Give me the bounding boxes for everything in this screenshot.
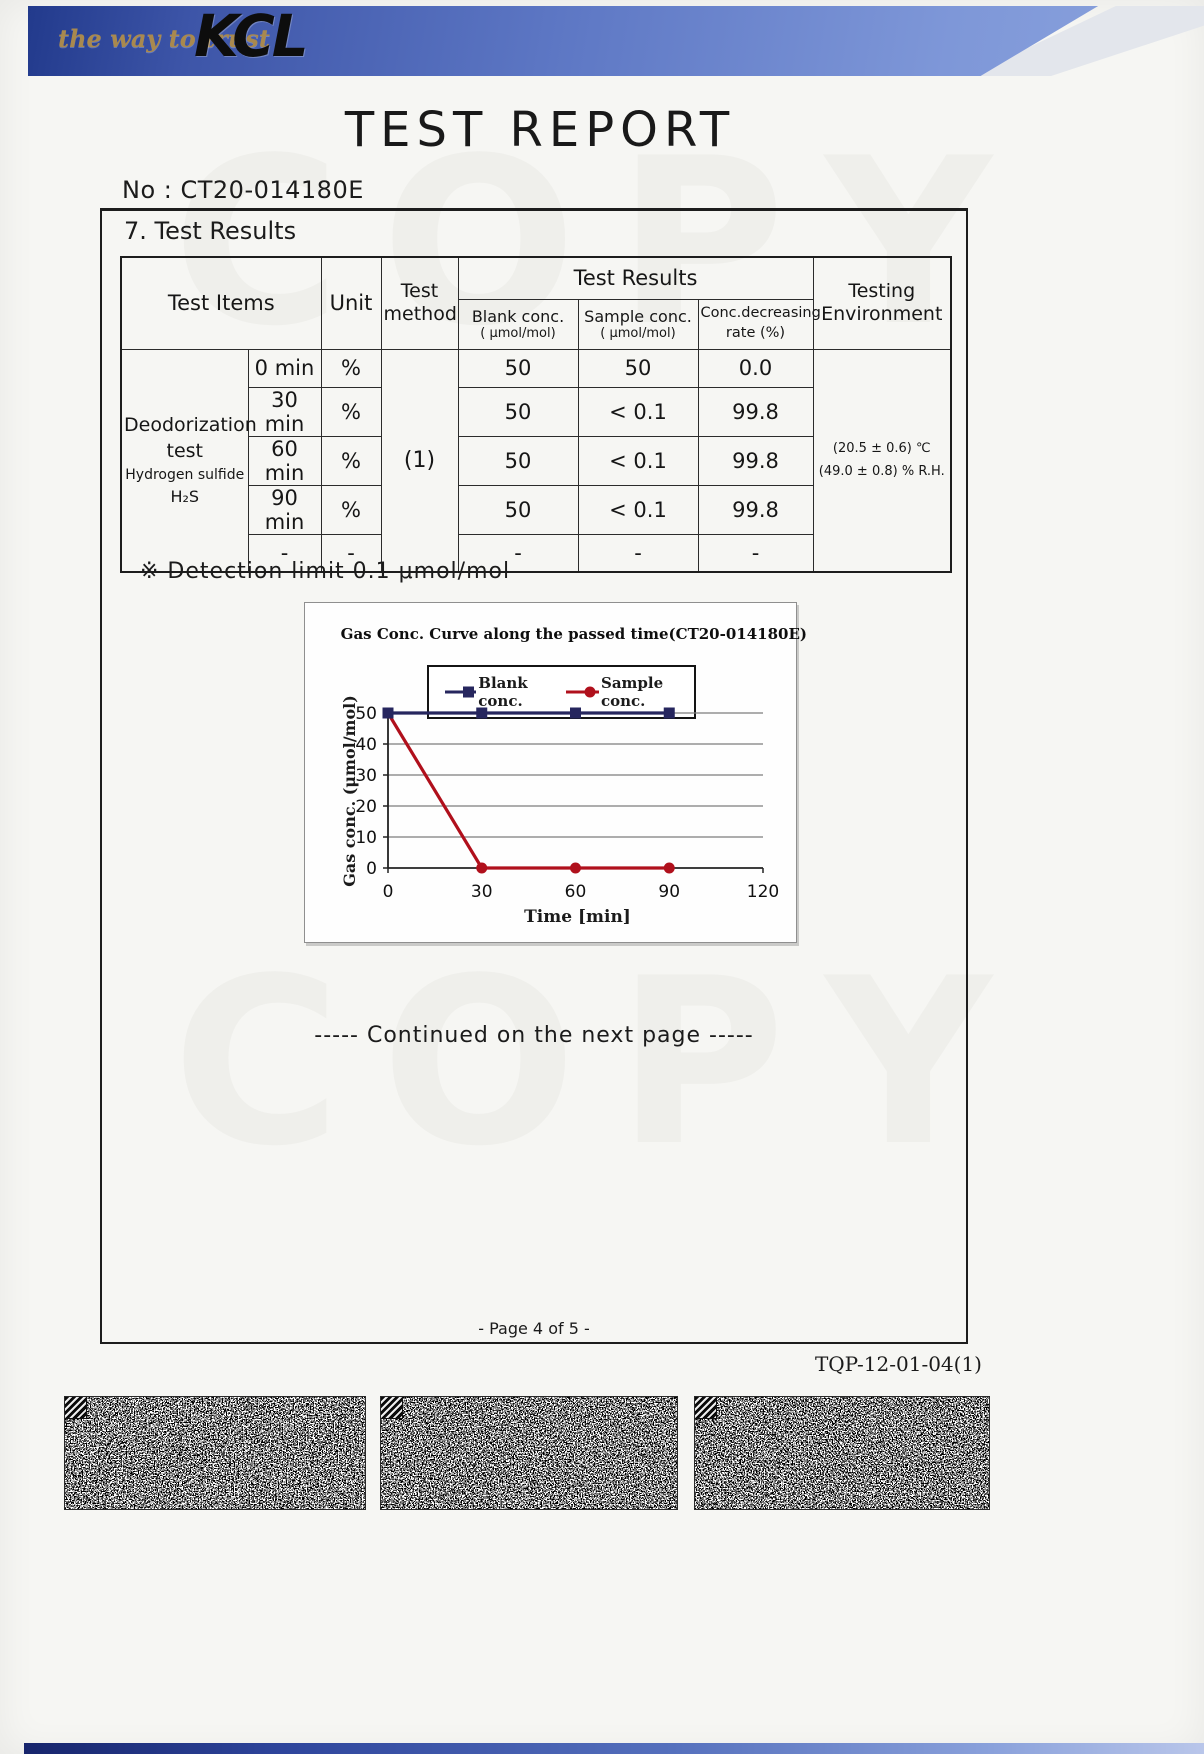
unit-cell: - bbox=[320, 533, 382, 573]
noise-texture bbox=[65, 1397, 365, 1509]
kcl-logo: KCL bbox=[194, 2, 309, 70]
rate-cell: 99.8 bbox=[697, 435, 814, 486]
rate-cell: 0.0 bbox=[697, 348, 814, 388]
table-row: 60 min % 50 < 0.1 99.8 bbox=[121, 435, 951, 486]
blank-conc-cell: 50 bbox=[457, 435, 579, 486]
svg-text:120: 120 bbox=[747, 882, 779, 902]
blank-series-marker-icon bbox=[444, 686, 477, 698]
sample-series-marker-icon bbox=[565, 686, 600, 698]
redacted-stamp-block bbox=[694, 1396, 990, 1510]
rate-cell: - bbox=[697, 533, 814, 573]
legend-item-blank: Blank conc. bbox=[444, 674, 544, 710]
stamp-corner-mark-icon bbox=[381, 1397, 403, 1419]
chart-plot-svg: 0 10 20 30 40 50 0 30 60 90 120 bbox=[355, 704, 779, 902]
svg-text:30: 30 bbox=[355, 766, 377, 786]
unit-cell: % bbox=[320, 435, 382, 486]
col-header-test-results: Test Results bbox=[457, 256, 814, 300]
chart-title: Gas Conc. Curve along the passed time(CT… bbox=[340, 625, 807, 643]
table-row: - - - - - bbox=[121, 533, 951, 573]
unit-cell: % bbox=[320, 484, 382, 535]
results-section-frame: 7. Test Results Test Items Unit Test met… bbox=[100, 208, 968, 1344]
svg-text:40: 40 bbox=[355, 735, 377, 755]
chart-legend: Blank conc. Sample conc. bbox=[426, 665, 697, 719]
brand-tagline: the way to trust bbox=[58, 24, 270, 53]
time-cell: - bbox=[247, 533, 322, 573]
col-header-conc-decreasing-rate: Conc.decreasing rate (%) bbox=[697, 298, 821, 350]
table-row: 30 min % 50 < 0.1 99.8 bbox=[121, 386, 951, 437]
gas-concentration-chart: Gas Conc. Curve along the passed time(CT… bbox=[304, 602, 807, 943]
svg-text:90: 90 bbox=[658, 882, 680, 902]
blank-conc-cell: - bbox=[457, 533, 579, 573]
section-heading: 7. Test Results bbox=[124, 217, 297, 245]
time-cell: 90 min bbox=[247, 484, 322, 535]
sample-conc-cell: < 0.1 bbox=[577, 484, 699, 535]
svg-text:50: 50 bbox=[355, 704, 377, 724]
footer-blue-bar bbox=[24, 1743, 1204, 1754]
col-header-sample-conc: Sample conc. ( μmol/mol) bbox=[577, 298, 699, 350]
time-cell: 0 min bbox=[247, 348, 322, 388]
redacted-stamp-block bbox=[64, 1396, 366, 1510]
blank-conc-cell: 50 bbox=[457, 348, 579, 388]
rate-cell: 99.8 bbox=[697, 484, 814, 535]
banner-blue-band bbox=[28, 6, 1099, 76]
sample-conc-cell: 50 bbox=[577, 348, 699, 388]
svg-text:10: 10 bbox=[355, 828, 377, 848]
table-row: Deodorization test Hydrogen sulfide H₂S … bbox=[120, 348, 952, 573]
chart-x-axis-label: Time [min] bbox=[524, 907, 631, 927]
page-indicator: - Page 4 of 5 - bbox=[478, 1319, 590, 1338]
redacted-stamp-block bbox=[380, 1396, 678, 1510]
sample-conc-cell: < 0.1 bbox=[577, 435, 699, 486]
legend-item-sample: Sample conc. bbox=[565, 674, 678, 710]
col-header-unit: Unit bbox=[320, 256, 382, 350]
test-method-cell: (1) bbox=[380, 348, 459, 573]
document-code: TQP-12-01-04(1) bbox=[814, 1352, 982, 1376]
blank-conc-cell: 50 bbox=[457, 484, 579, 535]
svg-text:0: 0 bbox=[383, 882, 394, 902]
noise-texture bbox=[695, 1397, 989, 1509]
testing-environment-cell: (20.5 ± 0.6) ℃ (49.0 ± 0.8) % R.H. bbox=[812, 348, 952, 573]
rate-cell: 99.8 bbox=[697, 386, 814, 437]
sample-conc-cell: - bbox=[577, 533, 699, 573]
sample-conc-cell: < 0.1 bbox=[577, 386, 699, 437]
page-title: TEST REPORT bbox=[344, 102, 736, 158]
svg-text:0: 0 bbox=[366, 859, 377, 879]
col-header-test-items: Test Items bbox=[120, 256, 322, 350]
blank-conc-cell: 50 bbox=[457, 386, 579, 437]
svg-text:60: 60 bbox=[565, 882, 587, 902]
test-item-cell: Deodorization test Hydrogen sulfide H₂S bbox=[120, 348, 257, 573]
chart-plot-area: 0 10 20 30 40 50 0 30 60 90 120 bbox=[323, 699, 793, 908]
noise-texture bbox=[381, 1397, 677, 1509]
time-cell: 60 min bbox=[247, 435, 322, 486]
header-banner: the way to trust KCL bbox=[28, 2, 1204, 76]
col-header-test-method: Test method bbox=[380, 256, 459, 350]
stamp-corner-mark-icon bbox=[65, 1397, 87, 1419]
stamp-corner-mark-icon bbox=[695, 1397, 717, 1419]
table-row: 90 min % 50 < 0.1 99.8 bbox=[121, 484, 951, 535]
unit-cell: % bbox=[320, 386, 382, 437]
time-cell: 30 min bbox=[247, 386, 322, 437]
unit-cell: % bbox=[320, 348, 382, 388]
chart-y-axis-label: Gas conc. (μmol/mol) bbox=[340, 695, 359, 887]
col-header-blank-conc: Blank conc. ( μmol/mol) bbox=[457, 298, 579, 350]
col-header-testing-environment: Testing Environment bbox=[812, 256, 952, 350]
continued-notice: ----- Continued on the next page ----- bbox=[314, 1023, 754, 1048]
test-results-table: Test Items Unit Test method Test Results… bbox=[120, 256, 952, 573]
svg-text:30: 30 bbox=[471, 882, 493, 902]
detection-limit-note: ※ Detection limit 0.1 μmol/mol bbox=[140, 559, 511, 584]
report-number: No : CT20-014180E bbox=[122, 176, 364, 204]
svg-text:20: 20 bbox=[355, 797, 377, 817]
